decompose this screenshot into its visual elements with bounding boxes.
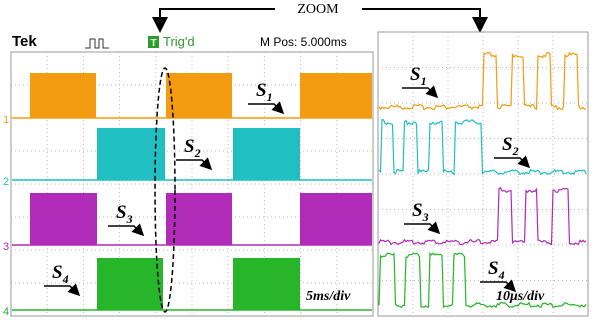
channel-marker: 3 [3, 241, 9, 253]
switching-block [300, 193, 372, 245]
channel-marker: 1 [3, 114, 9, 126]
figure: ZOOM Tek T Trig'd M Pos: 5.000ms 1234S1S… [0, 0, 595, 320]
switching-block [30, 73, 96, 118]
signal-index: 3 [126, 212, 133, 226]
channel-marker: 2 [3, 176, 9, 188]
switching-block [233, 128, 300, 180]
signal-index: 2 [194, 146, 201, 160]
trigger-status: Trig'd [163, 34, 195, 49]
signal-name: S [256, 80, 267, 101]
signal-index: 2 [512, 144, 519, 158]
switching-block [166, 193, 232, 245]
zoom-arrow [160, 9, 275, 29]
position: M Pos: 5.000ms [260, 35, 347, 49]
channel-marker: 4 [3, 306, 9, 318]
signal-name: S [184, 136, 195, 157]
signal-index: 1 [421, 74, 427, 88]
signal-index: 4 [62, 272, 69, 286]
switching-block [233, 258, 300, 310]
switching-block [30, 193, 97, 245]
scope-header: Tek T Trig'd M Pos: 5.000ms [12, 33, 347, 50]
signal-index: 4 [498, 268, 505, 282]
signal-name: S [412, 200, 423, 221]
brand: Tek [12, 33, 37, 50]
trigger-glyph [85, 39, 109, 48]
signal-name: S [410, 64, 421, 85]
zoom-label: ZOOM [297, 2, 339, 17]
signal-index: 3 [422, 210, 429, 224]
trigger-icon: T [150, 38, 156, 49]
switching-block [166, 73, 232, 118]
signal-name: S [488, 258, 499, 279]
timebase: 10μs/div [496, 289, 545, 304]
signal-index: 1 [267, 90, 273, 104]
switching-block [300, 73, 372, 118]
signal-name: S [116, 202, 127, 223]
switching-block [97, 258, 163, 310]
zoom-arrow [362, 9, 480, 29]
signal-name: S [52, 262, 63, 283]
timebase: 5ms/div [306, 289, 351, 304]
signal-name: S [502, 134, 513, 155]
